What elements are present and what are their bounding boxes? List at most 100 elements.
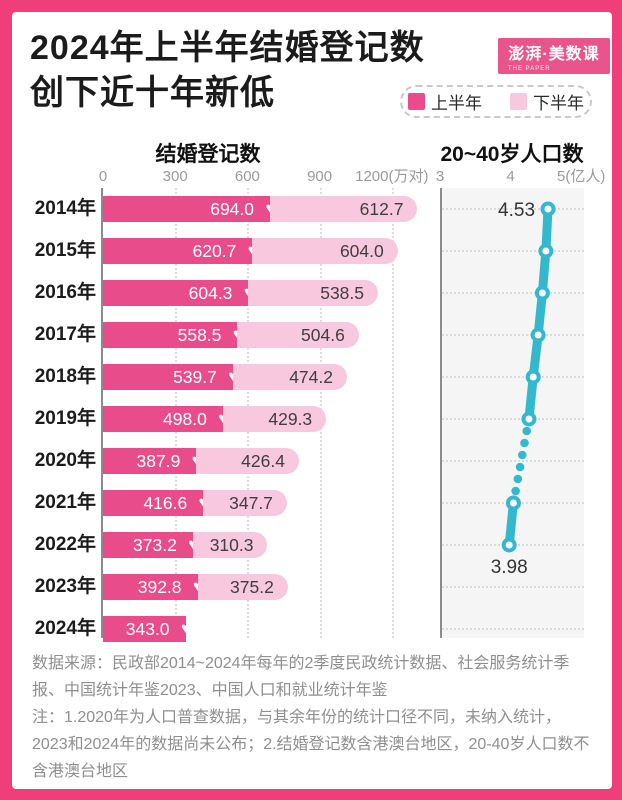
legend: 上半年 下半年: [400, 85, 592, 118]
year-label: 2021年: [34, 492, 96, 513]
footnote: 注：1.2020年为人口普查数据，与其余年份的统计口径不同，未纳入统计，2023…: [32, 709, 590, 780]
first-half-bar: 392.8♥: [103, 574, 202, 600]
bar-row: 343.0 ♥: [103, 616, 186, 642]
right-chart-gridline: [442, 544, 584, 546]
second-half-bar: 310.3: [192, 532, 268, 558]
second-half-value: 604.0: [339, 241, 384, 261]
right-chart-gridline: [442, 334, 584, 336]
second-half-value: 538.5: [320, 283, 365, 303]
right-chart-gridline: [442, 250, 584, 252]
right-chart-gridline: [442, 418, 584, 420]
first-half-value: 392.8: [137, 577, 182, 597]
right-chart-gridline: [442, 292, 584, 294]
year-label: 2017年: [34, 324, 96, 345]
right-chart-gridline: [442, 586, 584, 588]
headline-line-1: 2024年上半年结婚登记数: [30, 29, 425, 67]
second-half-value: 347.7: [229, 493, 273, 513]
year-label: 2014年: [34, 198, 96, 219]
first-half-bar: 539.7♥: [103, 364, 237, 390]
second-half-bar: 538.5: [248, 280, 379, 306]
bar-row: 373.2♥ 310.3: [103, 532, 268, 558]
left-axis-tick-label: 300: [162, 168, 188, 185]
bar-row: 558.5♥ 504.6: [103, 322, 359, 348]
first-half-value: 373.2: [133, 535, 177, 555]
year-label: 2024年: [34, 618, 96, 639]
right-axis-tick-label: 4: [506, 168, 515, 185]
data-source: 数据来源：民政部2014~2024年每年的2季度民政统计数据、社会服务统计季报、…: [32, 655, 570, 699]
legend-item-first-half: 上半年: [408, 89, 482, 114]
bar-row: 694.0♥ 612.7: [103, 196, 418, 222]
bar-row: 387.9♥ 426.4: [103, 448, 299, 474]
second-half-value: 375.2: [230, 577, 274, 597]
first-half-bar: 558.5♥: [103, 322, 242, 348]
bar-row: 620.7♥ 604.0: [103, 238, 398, 264]
bar-row: 416.6♥ 347.7: [103, 490, 287, 516]
second-half-value: 429.3: [268, 409, 313, 429]
year-label: 2022年: [34, 534, 96, 555]
second-half-bar: 426.4: [196, 448, 299, 474]
publisher-logo-text: 澎湃·美数课: [508, 46, 600, 63]
first-half-bar: 620.7♥: [103, 238, 257, 264]
first-half-bar: 694.0♥: [103, 196, 274, 222]
year-label: 2015年: [34, 240, 96, 261]
second-half-bar: 375.2: [197, 574, 288, 600]
bar-row: 604.3♥ 538.5: [103, 280, 379, 306]
right-chart-gridline: [442, 376, 584, 378]
bar-row: 498.0♥ 429.3: [103, 406, 327, 432]
first-half-bar: 498.0♥: [103, 406, 227, 432]
legend-swatch-first-half: [408, 93, 425, 110]
right-axis-tick-label: 5(亿人): [557, 168, 606, 185]
right-chart-plot-background: [442, 188, 584, 638]
first-half-value: 558.5: [177, 325, 222, 345]
infographic: 2024年上半年结婚登记数 创下近十年新低 澎湃·美数课 THE PAPER 上…: [12, 12, 612, 789]
legend-item-second-half: 下半年: [510, 89, 584, 114]
left-chart-title: 结婚登记数: [155, 143, 261, 166]
right-chart-gridline: [442, 460, 584, 462]
year-label: 2020年: [34, 450, 96, 471]
year-label: 2016年: [34, 282, 96, 303]
second-half-bar: 474.2: [232, 364, 347, 390]
publisher-logo-subtext: THE PAPER: [508, 66, 551, 72]
first-half-bar: 416.6♥: [103, 490, 208, 516]
left-axis-tick-label: 600: [234, 168, 260, 185]
second-half-bar: 504.6: [237, 322, 359, 348]
second-half-value: 426.4: [241, 451, 285, 471]
left-chart-axis-line: [101, 188, 103, 638]
right-chart-axis-line: [440, 188, 442, 638]
second-half-value: 310.3: [209, 535, 254, 555]
publisher-logo: 澎湃·美数课 THE PAPER: [498, 38, 610, 74]
right-axis-tick-label: 3: [435, 168, 445, 185]
first-half-value: 387.9: [136, 451, 181, 471]
second-half-bar: 347.7: [203, 490, 287, 516]
legend-label-first-half: 上半年: [431, 94, 482, 113]
legend-label-second-half: 下半年: [533, 94, 584, 113]
heart-icon: ♥: [181, 620, 186, 637]
headline-line-2: 创下近十年新低: [30, 74, 275, 112]
right-chart-title: 20~40岁人口数: [440, 143, 584, 166]
headline: 2024年上半年结婚登记数 创下近十年新低: [30, 26, 425, 116]
year-label: 2019年: [34, 408, 96, 429]
left-axis-tick-label: 900: [307, 168, 333, 185]
bar-row: 539.7♥ 474.2: [103, 364, 347, 390]
second-half-bar: 612.7: [270, 196, 418, 222]
first-half-bar: 373.2♥: [103, 532, 197, 558]
right-chart-gridline: [442, 208, 584, 210]
second-half-bar: 429.3: [222, 406, 327, 432]
second-half-value: 474.2: [289, 367, 333, 387]
left-axis-tick-label: 1200(万对): [355, 168, 429, 185]
year-label: 2023年: [34, 576, 96, 597]
first-half-value: 604.3: [188, 283, 233, 303]
first-half-value: 416.6: [143, 493, 188, 513]
second-half-bar: 604.0: [252, 238, 398, 264]
left-chart-gridline: [391, 188, 394, 638]
second-half-value: 612.7: [359, 199, 404, 219]
right-chart-gridline: [442, 502, 584, 504]
first-half-value: 539.7: [173, 367, 217, 387]
bar-row: 392.8♥ 375.2: [103, 574, 288, 600]
first-half-bar: 343.0 ♥: [103, 616, 186, 642]
legend-swatch-second-half: [510, 93, 527, 110]
first-half-bar: 604.3♥: [103, 280, 253, 306]
footer: 数据来源：民政部2014~2024年每年的2季度民政统计数据、社会服务统计季报、…: [32, 650, 596, 785]
first-half-value: 620.7: [192, 241, 237, 261]
